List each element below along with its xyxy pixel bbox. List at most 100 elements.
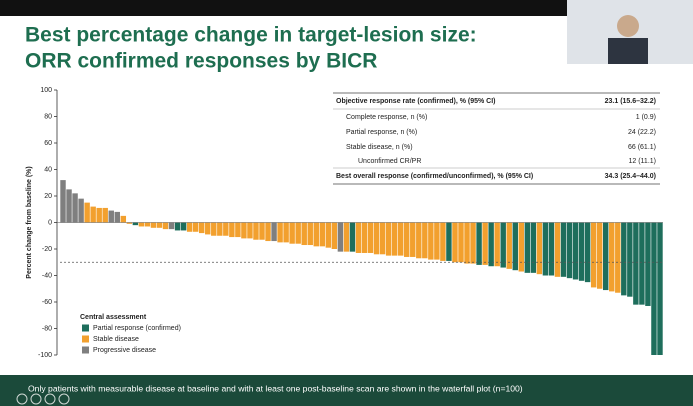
bar	[572, 222, 579, 280]
bar	[470, 222, 476, 264]
bar	[66, 189, 72, 223]
nav-icons[interactable]	[16, 393, 70, 405]
bar	[452, 222, 458, 263]
bar	[198, 222, 205, 234]
bar	[416, 222, 422, 259]
bar	[566, 222, 573, 279]
bar	[397, 222, 404, 256]
bar	[247, 222, 253, 239]
table-cell: 66 (61.1)	[628, 144, 656, 151]
y-tick-label: -20	[42, 246, 52, 253]
y-tick-label: 0	[48, 219, 52, 226]
bar	[428, 222, 434, 260]
bar	[621, 222, 627, 296]
table-cell: Unconfirmed CR/PR	[358, 158, 421, 165]
table-cell: Partial response, n (%)	[346, 129, 417, 136]
bar	[343, 222, 350, 252]
legend-label: Partial response (confirmed)	[93, 325, 181, 332]
bar	[271, 222, 277, 242]
bar	[349, 222, 356, 252]
legend-swatch	[82, 346, 89, 354]
bar	[313, 222, 319, 247]
y-tick-label: 100	[40, 87, 52, 94]
bar	[229, 222, 235, 238]
bar	[295, 222, 301, 244]
y-tick-label: 60	[44, 140, 52, 147]
bar	[367, 222, 374, 253]
legend-label: Stable disease	[93, 336, 139, 343]
bar	[72, 193, 78, 223]
bar	[156, 222, 163, 228]
bar	[530, 222, 537, 273]
bar	[464, 222, 470, 264]
y-tick-label: -100	[38, 352, 52, 359]
table-cell: 24 (22.2)	[628, 129, 656, 136]
bar	[361, 222, 368, 253]
table-cell: 23.1 (15.6–32.2)	[605, 98, 656, 105]
bar	[331, 222, 338, 249]
bar	[590, 222, 597, 288]
bar	[615, 222, 621, 293]
bar	[337, 222, 344, 252]
bar	[518, 222, 525, 272]
y-tick-label: -40	[42, 272, 52, 279]
footer-bar	[0, 375, 693, 406]
bar	[325, 222, 332, 248]
bar	[78, 198, 84, 223]
bar	[446, 222, 452, 261]
nav-icon[interactable]	[44, 393, 56, 405]
bar	[192, 222, 199, 232]
bar	[150, 222, 157, 228]
bar	[657, 222, 663, 355]
bar	[138, 222, 145, 227]
table-cell: Complete response, n (%)	[346, 114, 427, 121]
bar	[385, 222, 392, 256]
bar	[211, 222, 217, 236]
bar	[174, 222, 181, 231]
bar	[144, 222, 151, 227]
bar	[584, 222, 591, 283]
waterfall-plot: -100 -80 -60 -40 -20 0 20 40 60 80 100 Percent chan…	[26, 87, 663, 359]
bar	[422, 222, 428, 259]
y-tick-label: 80	[44, 113, 52, 120]
bar	[102, 207, 108, 223]
bar	[289, 222, 295, 244]
bar	[108, 210, 114, 223]
nav-icon[interactable]	[30, 393, 42, 405]
bar	[404, 222, 410, 257]
bar	[96, 207, 102, 223]
top-bar	[0, 0, 693, 16]
nav-icon[interactable]	[58, 393, 70, 405]
table-cell: Objective response rate (confirmed), % (…	[336, 98, 496, 105]
speaker-head	[617, 15, 639, 37]
bar	[512, 222, 518, 271]
bar	[205, 222, 211, 235]
nav-icon[interactable]	[16, 393, 28, 405]
slide-title: Best percentage change in target-lesion …	[25, 24, 477, 47]
bar	[84, 202, 90, 223]
table-cell: 1 (0.9)	[636, 114, 656, 121]
bar	[168, 222, 175, 230]
bar	[651, 222, 657, 355]
legend-title: Central assessment	[80, 314, 147, 321]
bar	[494, 222, 500, 267]
table-cell: Best overall response (confirmed/unconfi…	[336, 173, 533, 180]
y-tick-label: 20	[44, 193, 52, 200]
bar	[536, 222, 543, 275]
bar	[603, 222, 609, 291]
bar	[458, 222, 464, 263]
y-tick-label: -60	[42, 299, 52, 306]
bar	[609, 222, 615, 292]
bar	[283, 222, 289, 243]
speaker-body	[608, 38, 648, 64]
bar	[560, 222, 567, 277]
legend-swatch	[82, 324, 89, 332]
bar	[554, 222, 561, 277]
bar	[132, 222, 139, 226]
bar	[253, 222, 259, 240]
bar	[223, 222, 229, 236]
bar	[180, 222, 187, 231]
legend-label: Progressive disease	[93, 347, 156, 354]
legend-swatch	[82, 335, 89, 343]
bar	[277, 222, 283, 243]
